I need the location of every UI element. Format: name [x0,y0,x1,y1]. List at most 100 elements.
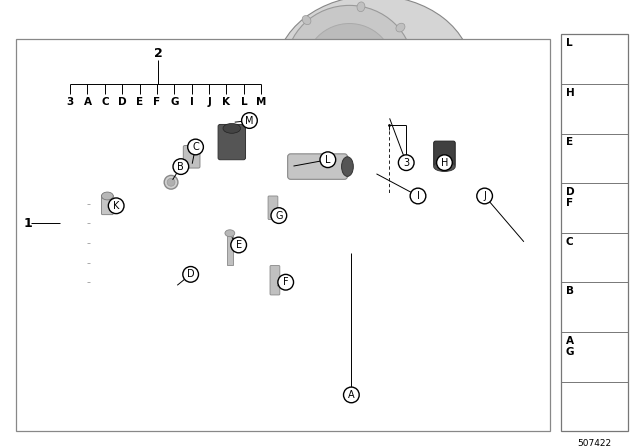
Text: F: F [283,277,289,287]
FancyBboxPatch shape [287,154,348,179]
Circle shape [278,274,294,290]
Circle shape [271,208,287,224]
Ellipse shape [324,42,375,91]
Text: H: H [566,88,575,98]
Circle shape [436,155,452,171]
Text: A: A [83,97,92,107]
Text: G: G [275,211,283,220]
Ellipse shape [342,157,353,177]
Circle shape [108,198,124,214]
Bar [100,233,178,267]
Ellipse shape [378,115,387,124]
Text: B: B [566,286,574,296]
Ellipse shape [223,124,241,133]
Ellipse shape [102,192,113,200]
Ellipse shape [434,162,455,172]
Text: F: F [154,97,161,107]
Text: D: D [118,97,127,107]
Text: 507422: 507422 [577,439,611,448]
Ellipse shape [323,119,331,129]
FancyBboxPatch shape [218,125,246,160]
Ellipse shape [167,178,175,186]
Bar [100,189,178,228]
Text: E: E [566,138,573,147]
Text: C: C [101,97,109,107]
Text: J: J [483,191,486,201]
Text: H: H [441,158,448,168]
Bar [492,237,501,251]
Bar [313,246,531,254]
Circle shape [242,113,257,129]
Ellipse shape [396,23,405,32]
Circle shape [320,152,335,168]
Text: K: K [113,201,120,211]
Ellipse shape [415,167,426,178]
Ellipse shape [287,93,296,101]
Ellipse shape [276,0,472,147]
Text: B: B [177,162,184,172]
FancyBboxPatch shape [102,195,113,215]
FancyBboxPatch shape [440,45,474,98]
Text: J: J [207,97,211,107]
Bar [95,130,232,189]
FancyBboxPatch shape [434,141,455,167]
Bar [156,282,195,307]
Ellipse shape [164,176,178,189]
Bar [561,34,628,431]
Ellipse shape [407,83,417,91]
Bar [330,237,340,251]
Text: E: E [136,97,143,107]
Text: M: M [245,116,253,125]
Circle shape [188,139,204,155]
Text: 3: 3 [403,158,410,168]
Circle shape [477,188,492,204]
Circle shape [398,155,414,171]
Bar [318,250,526,382]
Circle shape [410,188,426,204]
Bar [324,256,520,376]
Text: A: A [348,390,355,400]
Text: I: I [190,97,194,107]
Text: D: D [187,269,195,280]
Bar [227,235,233,265]
Circle shape [183,267,198,282]
Text: C: C [566,237,573,247]
Text: F: F [566,198,573,208]
FancyBboxPatch shape [183,146,200,168]
Text: L: L [241,97,247,107]
Ellipse shape [280,47,290,55]
FancyBboxPatch shape [268,196,278,220]
Ellipse shape [305,23,394,110]
Circle shape [231,237,246,253]
Text: L: L [566,38,573,48]
Text: A: A [566,336,574,346]
Bar [377,141,464,204]
Text: C: C [192,142,199,152]
Ellipse shape [285,5,413,128]
Text: K: K [223,97,230,107]
Circle shape [344,387,359,403]
Text: 3: 3 [67,97,74,107]
Bar [85,125,252,312]
Bar [511,237,521,251]
Ellipse shape [225,230,235,237]
Bar [16,39,550,431]
Text: L: L [325,155,331,165]
Bar [320,240,531,248]
Text: 2: 2 [154,47,163,60]
FancyBboxPatch shape [270,266,280,295]
Ellipse shape [302,16,311,25]
Ellipse shape [357,2,365,12]
Text: G: G [566,347,575,357]
Circle shape [173,159,189,174]
Bar [100,270,178,297]
Text: I: I [417,191,419,201]
Text: G: G [170,97,179,107]
Bar [369,133,472,211]
Bar [320,237,531,251]
Text: M: M [256,97,266,107]
Bar [349,237,359,251]
Ellipse shape [415,309,429,323]
Text: 1: 1 [23,217,32,230]
Text: E: E [236,240,242,250]
